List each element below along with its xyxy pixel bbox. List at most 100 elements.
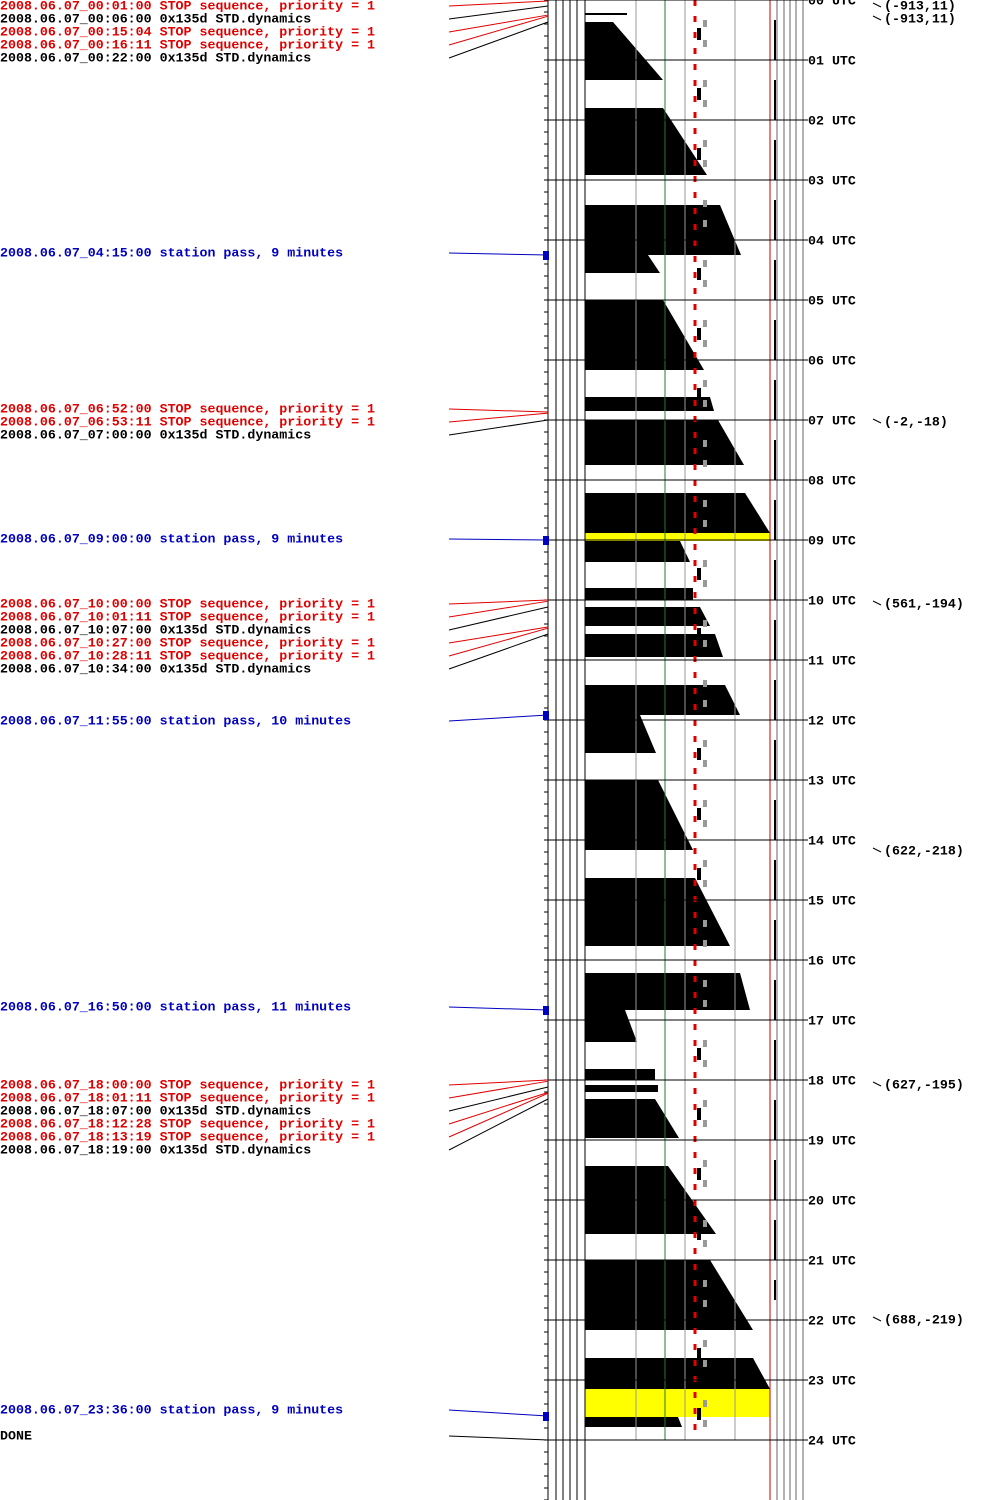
- indicator: [697, 148, 701, 160]
- indicator: [697, 1168, 701, 1180]
- annotation: (688,-219): [884, 1313, 964, 1328]
- annotation-glyph: [872, 15, 882, 21]
- event-label: 2008.06.07_10:00:00 STOP sequence, prior…: [0, 597, 375, 612]
- event-connector: [448, 0, 549, 7]
- event-connector: [448, 5, 549, 20]
- hour-label: 21 UTC: [808, 1254, 856, 1269]
- indicator: [703, 440, 707, 447]
- indicator: [703, 980, 707, 987]
- event-label: 2008.06.07_23:36:00 station pass, 9 minu…: [0, 1403, 343, 1418]
- indicator: [703, 320, 707, 327]
- indicator: [703, 1100, 707, 1107]
- event-label: 2008.06.07_18:07:00 0x135d STD.dynamics: [0, 1104, 311, 1119]
- indicator: [697, 1348, 701, 1360]
- event-connector: [448, 1079, 549, 1086]
- indicator: [703, 1420, 707, 1427]
- event-label: 2008.06.07_00:22:00 0x135d STD.dynamics: [0, 51, 311, 66]
- indicator: [703, 760, 707, 767]
- hour-label: 15 UTC: [808, 894, 856, 909]
- indicator: [697, 88, 701, 100]
- annotation-glyph: [872, 1081, 882, 1087]
- indicator: [697, 208, 701, 220]
- pass-marker: [543, 251, 549, 260]
- hour-label: 07 UTC: [808, 414, 856, 429]
- hour-label: 17 UTC: [808, 1014, 856, 1029]
- event-label: 2008.06.07_10:01:11 STOP sequence, prior…: [0, 610, 375, 625]
- indicator: [703, 40, 707, 47]
- hour-label: 18 UTC: [808, 1074, 856, 1089]
- hour-label: 22 UTC: [808, 1314, 856, 1329]
- hour-label: 01 UTC: [808, 54, 856, 69]
- indicator: [697, 868, 701, 880]
- hour-label: 19 UTC: [808, 1134, 856, 1149]
- hour-label: 09 UTC: [808, 534, 856, 549]
- annotation: (561,-194): [884, 597, 964, 612]
- hour-label: 24 UTC: [808, 1434, 856, 1449]
- indicator: [703, 20, 707, 27]
- indicator: [697, 328, 701, 340]
- hour-label: 12 UTC: [808, 714, 856, 729]
- pass-marker: [543, 711, 549, 720]
- indicator: [703, 1180, 707, 1187]
- event-connector: [448, 1080, 549, 1099]
- annotation-glyph: [872, 2, 882, 8]
- event-label: 2008.06.07_16:50:00 station pass, 11 min…: [0, 1000, 351, 1015]
- indicator: [697, 628, 701, 640]
- indicator: [703, 620, 707, 627]
- hour-label: 10 UTC: [808, 594, 856, 609]
- pass-marker: [543, 536, 549, 545]
- event-label: 2008.06.07_10:07:00 0x135d STD.dynamics: [0, 623, 311, 638]
- indicator: [703, 1300, 707, 1307]
- event-connector: [448, 714, 549, 722]
- indicator: [697, 748, 701, 760]
- indicator: [703, 700, 707, 707]
- event-label: 2008.06.07_18:13:19 STOP sequence, prior…: [0, 1130, 375, 1145]
- event-label: 2008.06.07_18:19:00 0x135d STD.dynamics: [0, 1143, 311, 1158]
- indicator: [703, 80, 707, 87]
- event-connector: [448, 600, 549, 618]
- indicator: [703, 1160, 707, 1167]
- event-connector: [448, 538, 549, 541]
- indicator: [697, 448, 701, 460]
- indicator: [703, 400, 707, 407]
- event-connector: [448, 419, 549, 436]
- annotation: (-913,11): [884, 12, 956, 27]
- event-label: 2008.06.07_07:00:00 0x135d STD.dynamics: [0, 428, 311, 443]
- event-label: 2008.06.07_18:01:11 STOP sequence, prior…: [0, 1091, 375, 1106]
- event-label: 2008.06.07_18:12:28 STOP sequence, prior…: [0, 1117, 375, 1132]
- indicator: [703, 740, 707, 747]
- annotation: (-913,11): [884, 0, 956, 14]
- event-connector: [448, 14, 549, 33]
- pass-marker: [543, 1006, 549, 1015]
- annotation-glyph: [872, 600, 882, 606]
- indicator: [703, 100, 707, 107]
- indicator: [697, 1288, 701, 1300]
- event-label: 2008.06.07_00:06:00 0x135d STD.dynamics: [0, 12, 311, 27]
- hour-label: 20 UTC: [808, 1194, 856, 1209]
- indicator: [703, 920, 707, 927]
- indicator: [703, 640, 707, 647]
- event-label: 2008.06.07_06:52:00 STOP sequence, prior…: [0, 402, 375, 417]
- indicator: [697, 268, 701, 280]
- event-label: 2008.06.07_10:28:11 STOP sequence, prior…: [0, 649, 375, 664]
- hour-label: 04 UTC: [808, 234, 856, 249]
- indicator: [697, 28, 701, 40]
- indicator: [697, 568, 701, 580]
- event-label: 2008.06.07_09:00:00 station pass, 9 minu…: [0, 532, 343, 547]
- indicator: [703, 1280, 707, 1287]
- event-connector: [448, 1409, 549, 1417]
- event-connector: [448, 412, 549, 423]
- pass-highlights: [585, 533, 770, 1417]
- hour-label: 13 UTC: [808, 774, 856, 789]
- event-label: 2008.06.07_00:01:00 STOP sequence, prior…: [0, 0, 375, 14]
- event-label: 2008.06.07_00:16:11 STOP sequence, prior…: [0, 38, 375, 53]
- event-connector: [448, 1006, 549, 1011]
- event-connector: [448, 633, 549, 670]
- indicator: [703, 1360, 707, 1367]
- event-label: 2008.06.07_11:55:00 station pass, 10 min…: [0, 714, 351, 729]
- indicator: [703, 880, 707, 887]
- activity-blocks: [585, 13, 770, 1427]
- hour-label: 11 UTC: [808, 654, 856, 669]
